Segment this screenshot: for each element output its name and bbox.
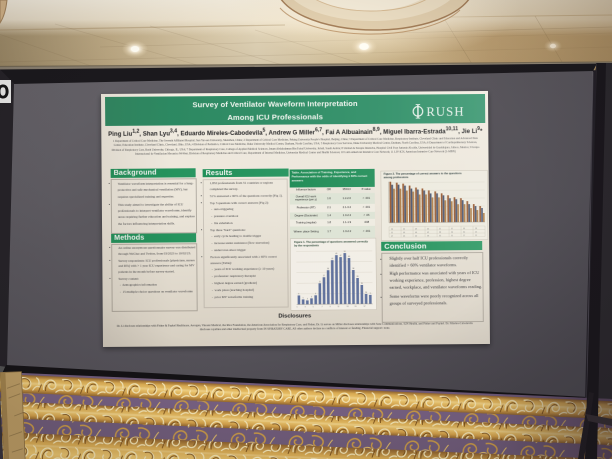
svg-text:13: 13 bbox=[347, 306, 349, 308]
svg-text:RUSH: RUSH bbox=[426, 104, 464, 118]
svg-text:Figure 1. The percentage of qu: Figure 1. The percentage of questions an… bbox=[294, 240, 368, 245]
svg-text:10: 10 bbox=[365, 292, 367, 294]
svg-text:45: 45 bbox=[403, 235, 405, 237]
svg-text:6: 6 bbox=[311, 296, 312, 298]
svg-text:9: 9 bbox=[315, 293, 316, 295]
svg-text:9: 9 bbox=[298, 293, 299, 295]
svg-text:35: 35 bbox=[439, 235, 441, 237]
svg-text:34: 34 bbox=[451, 231, 453, 233]
svg-text:4: 4 bbox=[307, 298, 308, 300]
svg-text:15: 15 bbox=[355, 306, 357, 308]
svg-text:52: 52 bbox=[403, 228, 405, 230]
svg-text:19: 19 bbox=[361, 283, 363, 285]
svg-text:37: 37 bbox=[451, 228, 453, 230]
svg-text:47: 47 bbox=[391, 235, 393, 237]
svg-text:42: 42 bbox=[427, 231, 429, 233]
svg-text:49: 49 bbox=[335, 253, 337, 255]
svg-text:33: 33 bbox=[463, 227, 465, 229]
svg-text:11: 11 bbox=[338, 306, 340, 308]
svg-text:27: 27 bbox=[323, 275, 325, 277]
svg-text:30: 30 bbox=[463, 231, 465, 233]
svg-text:41: 41 bbox=[439, 228, 441, 230]
svg-text:34: 34 bbox=[327, 268, 329, 270]
svg-text:46: 46 bbox=[415, 231, 417, 233]
svg-text:34: 34 bbox=[352, 268, 354, 270]
svg-text:44: 44 bbox=[331, 258, 333, 260]
svg-text:3: 3 bbox=[305, 306, 306, 308]
svg-text:28: 28 bbox=[475, 227, 477, 229]
svg-text:among professions: among professions bbox=[384, 175, 409, 179]
svg-text:38: 38 bbox=[439, 231, 441, 233]
svg-text:22: 22 bbox=[475, 234, 477, 236]
svg-text:51: 51 bbox=[344, 251, 346, 253]
svg-text:Figure 2. The percentage of co: Figure 2. The percentage of correct answ… bbox=[384, 171, 462, 176]
svg-text:9: 9 bbox=[370, 293, 371, 295]
svg-text:54: 54 bbox=[391, 228, 393, 230]
svg-text:by the respondents: by the respondents bbox=[294, 243, 319, 247]
svg-text:31: 31 bbox=[451, 235, 453, 237]
svg-text:42: 42 bbox=[415, 235, 417, 237]
svg-text:5: 5 bbox=[303, 297, 304, 299]
svg-text:5: 5 bbox=[313, 306, 314, 308]
svg-text:17: 17 bbox=[364, 306, 366, 308]
svg-text:49: 49 bbox=[415, 228, 417, 230]
svg-text:47: 47 bbox=[340, 255, 342, 257]
svg-text:51: 51 bbox=[391, 232, 393, 234]
svg-text:49: 49 bbox=[403, 231, 405, 233]
svg-text:26: 26 bbox=[357, 276, 359, 278]
svg-text:27: 27 bbox=[463, 234, 465, 236]
svg-text:45: 45 bbox=[427, 228, 429, 230]
svg-text:9: 9 bbox=[330, 306, 331, 308]
svg-text:39: 39 bbox=[427, 235, 429, 237]
svg-text:46: 46 bbox=[348, 256, 350, 258]
svg-text:21: 21 bbox=[319, 281, 321, 283]
svg-text:1: 1 bbox=[297, 306, 298, 308]
svg-text:25: 25 bbox=[475, 231, 477, 233]
svg-text:7: 7 bbox=[322, 306, 323, 308]
